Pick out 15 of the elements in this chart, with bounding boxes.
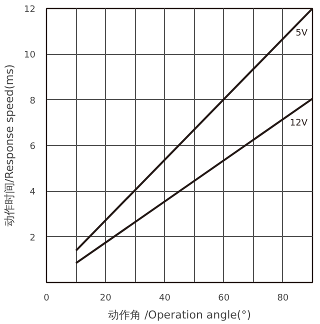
y-tick-label: 2 xyxy=(30,233,36,244)
y-tick-label: 4 xyxy=(30,188,36,198)
x-tick-label: 40 xyxy=(158,294,171,304)
y-tick-label: 8 xyxy=(30,96,36,106)
x-tick-label: 80 xyxy=(277,294,289,304)
y-axis-title: 动作时间/Response speed(ms) xyxy=(3,64,16,227)
y-tick-label: 6 xyxy=(30,142,36,152)
x-tick-label: 60 xyxy=(218,294,230,304)
y-tick-label: 12 xyxy=(24,5,36,15)
y-tick-label: 10 xyxy=(24,50,36,61)
x-axis-title: 动作角 /Operation angle(°) xyxy=(108,308,252,322)
series-label: 5V xyxy=(296,28,308,38)
series-label: 12V xyxy=(290,118,308,129)
x-tick-label: 20 xyxy=(100,294,112,304)
x-tick-label: 0 xyxy=(44,294,50,304)
